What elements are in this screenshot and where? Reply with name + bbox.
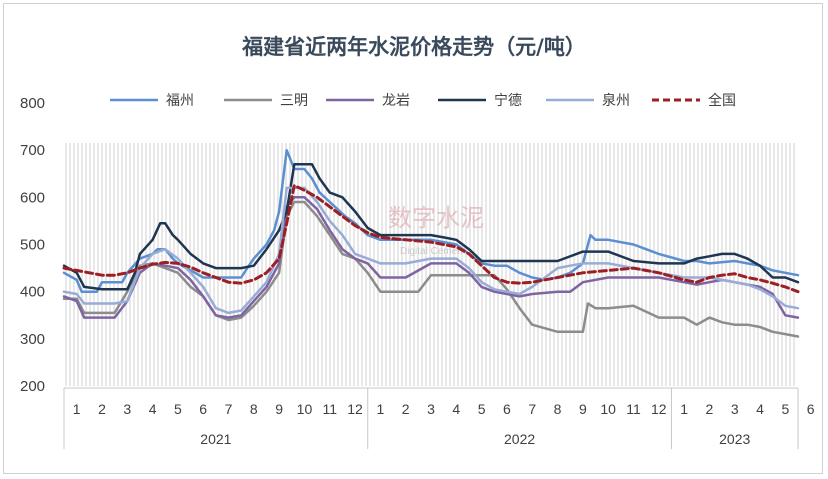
x-axis: 1 2 3 4 5 6 7 8 9 10 11 12 1 2 3 4 5 6 7 8 9 10 11 12 1 2 3 4 5 62021… [63, 387, 815, 449]
series-line-5 [62, 186, 800, 315]
chart-title: 福建省近两年水泥价格走势（元/吨） [241, 35, 586, 59]
x-tick-label: 3 [427, 401, 435, 417]
x-tick-label: 4 [756, 401, 764, 417]
legend-label: 宁德 [494, 92, 522, 109]
x-tick-label: 11 [322, 401, 337, 417]
x-tick-label: 9 [275, 401, 283, 417]
legend-label: 泉州 [602, 92, 630, 109]
x-tick-label: 2 [706, 401, 714, 417]
y-tick-label: 300 [20, 331, 45, 348]
x-tick-label: 2 [98, 401, 106, 417]
y-tick-label: 400 [20, 284, 45, 301]
x-tick-label: 12 [347, 401, 363, 417]
watermark-subtext: Digital Cement [400, 246, 466, 257]
series-line-4 [62, 163, 800, 291]
x-tick-label: 3 [731, 401, 739, 417]
watermark-text: 数字水泥 [388, 204, 484, 232]
series-line-2 [62, 200, 800, 338]
x-tick-label: 7 [225, 401, 233, 417]
y-axis: 200 300 400 500 600 700 800 [20, 95, 45, 395]
y-tick-label: 500 [20, 237, 45, 254]
x-tick-label: 6 [503, 401, 511, 417]
x-tick-label: 1 [73, 401, 81, 417]
x-tick-label: 2 [402, 401, 410, 417]
legend-label: 福州 [166, 93, 194, 109]
year-label: 2022 [504, 431, 535, 447]
y-tick-label: 200 [20, 378, 45, 395]
y-tick-label: 700 [20, 142, 45, 159]
x-tick-label: 4 [452, 401, 460, 417]
x-tick-label: 6 [807, 401, 815, 417]
legend-label: 龙岩 [382, 93, 410, 109]
y-tick-label: 800 [20, 95, 45, 112]
x-tick-label: 12 [651, 401, 667, 417]
x-tick-label: 1 [376, 401, 384, 417]
x-tick-label: 8 [554, 401, 562, 417]
x-tick-label: 11 [626, 401, 641, 417]
x-tick-label: 5 [781, 401, 789, 417]
year-label: 2021 [200, 431, 231, 447]
x-tick-label: 5 [478, 401, 486, 417]
x-tick-label: 6 [199, 401, 207, 417]
legend-label: 全国 [708, 92, 736, 109]
x-tick-label: 3 [123, 401, 131, 417]
y-tick-label: 600 [20, 189, 45, 206]
x-tick-label: 4 [149, 401, 157, 417]
x-tick-label: 7 [528, 401, 536, 417]
legend: 福州 三明 龙岩 宁德 泉州 全国 [110, 92, 736, 109]
x-tick-label: 9 [579, 401, 587, 417]
x-tick-label: 5 [174, 401, 182, 417]
series-line-3 [62, 196, 800, 319]
watermark: 数字水泥 Digital Cement [388, 204, 484, 257]
x-tick-label: 10 [600, 401, 616, 417]
legend-label: 三明 [280, 93, 308, 109]
series-line-6 [62, 184, 800, 294]
x-tick-label: 1 [680, 401, 688, 417]
year-label: 2023 [719, 431, 750, 447]
series-layer [62, 148, 800, 338]
x-tick-label: 8 [250, 401, 258, 417]
x-tick-label: 10 [297, 401, 313, 417]
